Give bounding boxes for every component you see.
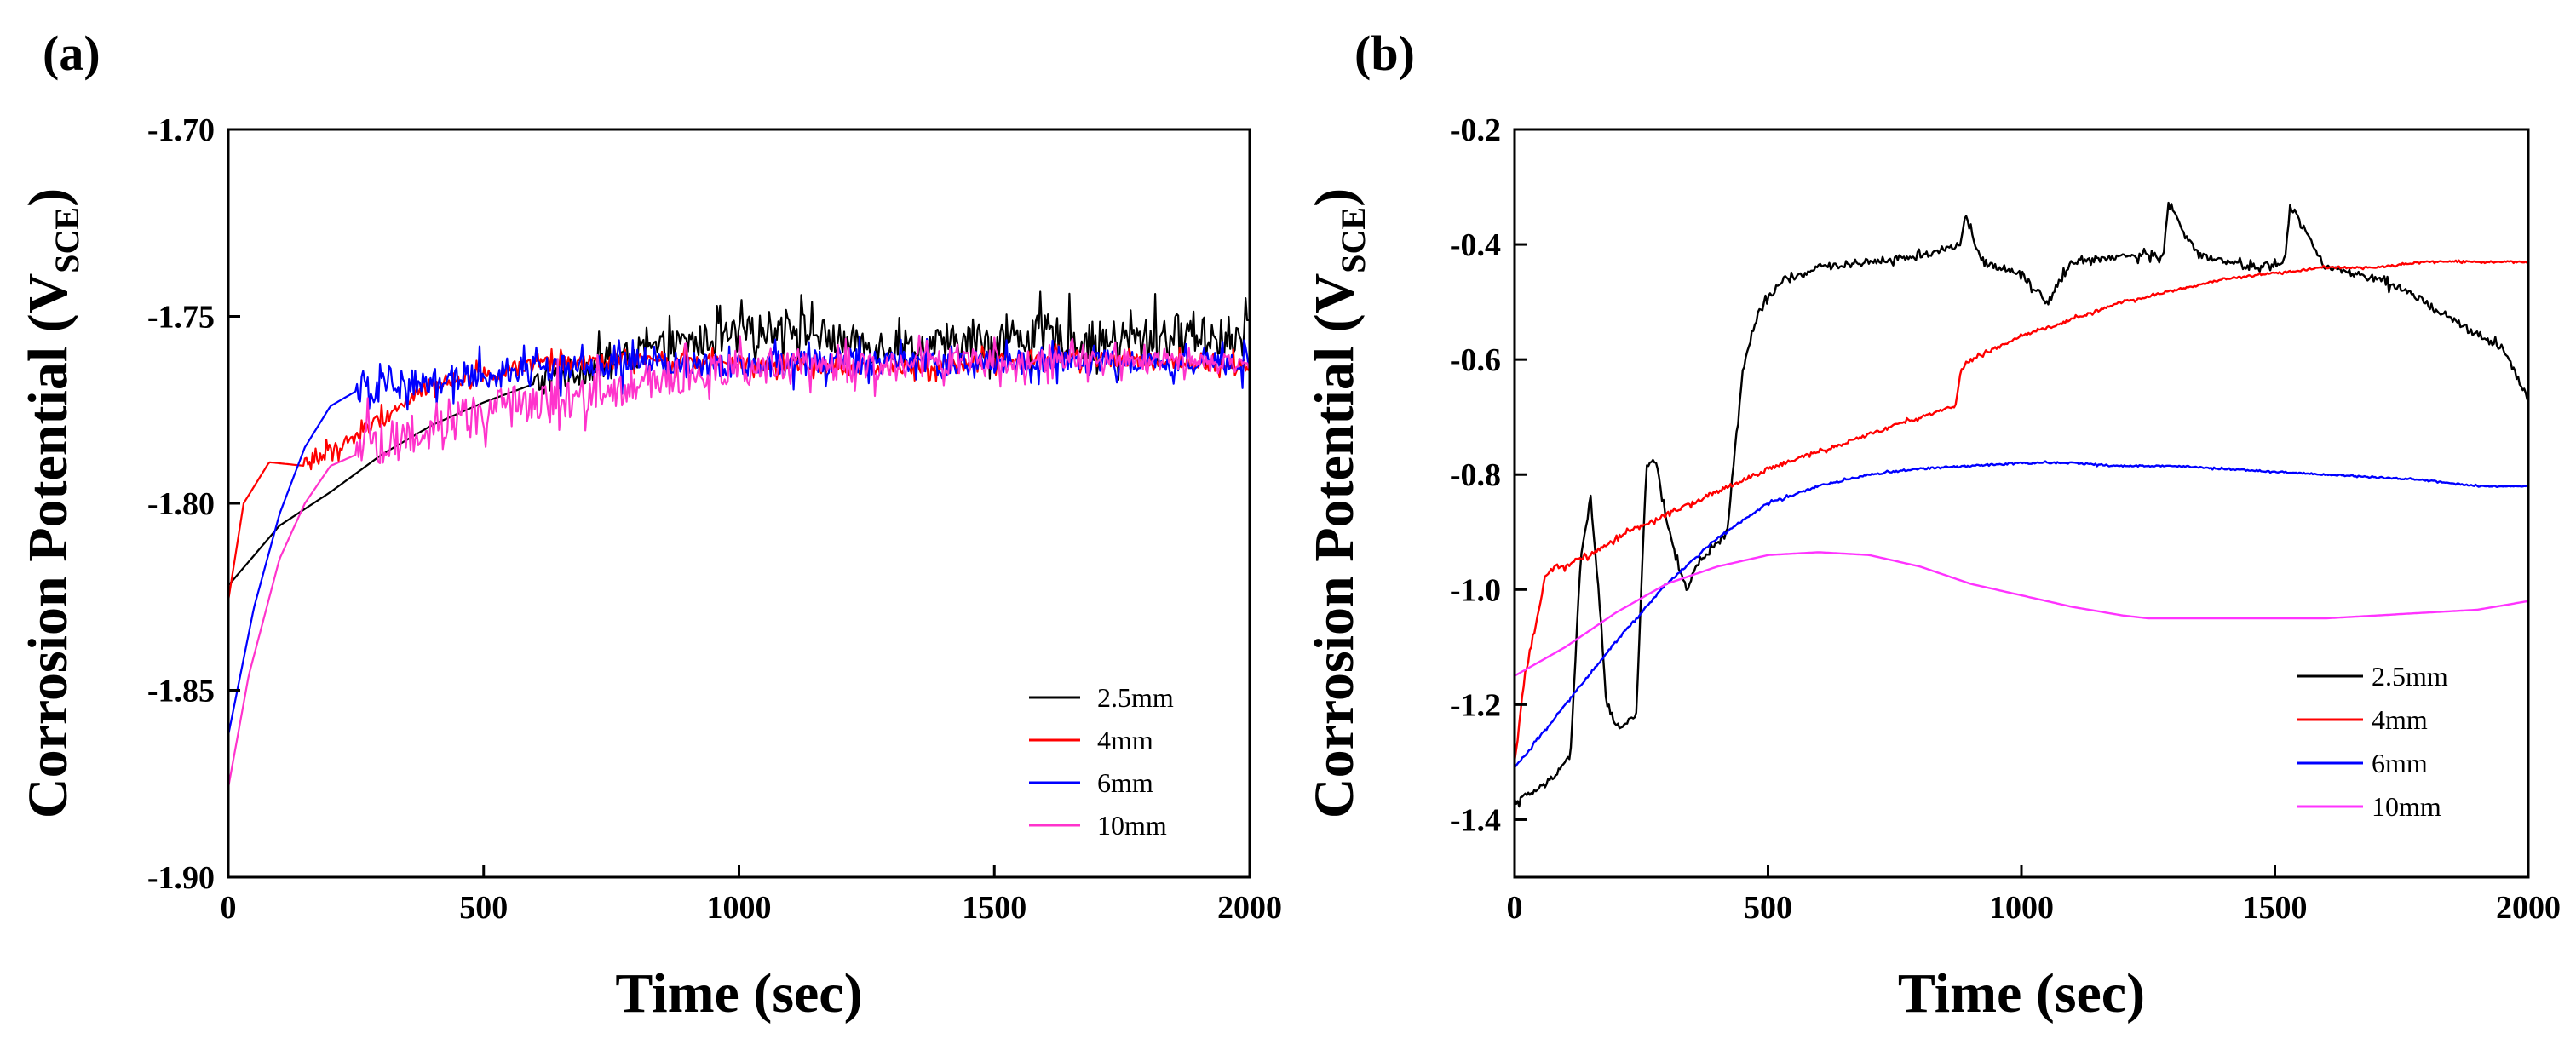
series-line-10mm (1515, 551, 2527, 677)
chart-panel-b: 0 500 1000 1500 2000 -0.2 -0.4 -0.6 -0.8 -1.0 -1.2… (1303, 26, 2561, 1025)
x-tick-label: 500 (459, 890, 508, 926)
panel-label: (a) (43, 26, 101, 81)
legend-label: 6mm (1097, 767, 1153, 798)
legend-label: 4mm (1097, 725, 1153, 755)
y-tick-label: -1.90 (147, 860, 215, 896)
panel-label: (b) (1354, 26, 1415, 81)
x-tick-label: 2000 (1217, 890, 1282, 926)
y-tick-label: -1.80 (147, 486, 215, 522)
x-tick-label: 1500 (962, 890, 1026, 926)
legend: 2.5mm 4mm 6mm 10mm (1029, 682, 1174, 841)
series-line-4mm (1515, 259, 2528, 761)
x-tick-label: 2000 (2496, 890, 2561, 926)
legend: 2.5mm 4mm 6mm 10mm (2297, 661, 2448, 822)
plot-area (228, 290, 1250, 788)
y-axis-title: Corrosion Potential (VSCE) (1303, 188, 1372, 818)
y-tick-label: -0.2 (1450, 112, 1501, 148)
legend-label: 2.5mm (2372, 661, 2448, 692)
chart-panel-a: 0 500 1000 1500 2000 -1.70 -1.75 -1.80 -1.85 -1.9… (17, 26, 1282, 1025)
y-axis-title: Corrosion Potential (VSCE) (17, 188, 86, 818)
legend-label: 10mm (1097, 810, 1167, 841)
x-tick-label: 1000 (707, 890, 772, 926)
y-tick-label: -1.2 (1450, 687, 1501, 723)
y-axis-title-subscript: SCE (48, 207, 86, 273)
legend-label: 10mm (2372, 791, 2441, 822)
x-tick-label: 0 (1507, 890, 1523, 926)
axes-frame (227, 128, 1251, 879)
x-tick-label: 0 (221, 890, 237, 926)
x-axis-title: Time (sec) (1898, 962, 2145, 1025)
plot-area (1515, 201, 2528, 808)
series-line-4mm (228, 343, 1250, 601)
y-tick-label: -0.6 (1450, 342, 1501, 378)
y-axis-title-main: Corrosion Potential (V (17, 273, 79, 818)
y-tick-label: -1.70 (147, 112, 215, 148)
x-tick-label: 1000 (1989, 890, 2054, 926)
legend-label: 2.5mm (1097, 682, 1174, 713)
series-line-10mm (228, 334, 1250, 788)
y-tick-label: -1.75 (147, 300, 215, 336)
y-tick-label: -1.4 (1450, 802, 1501, 838)
y-tick-label: -1.85 (147, 674, 215, 709)
x-tick-label: 1500 (2243, 890, 2308, 926)
y-tick-label: -0.8 (1450, 457, 1501, 493)
legend-label: 4mm (2372, 704, 2428, 735)
y-tick-label: -0.4 (1450, 227, 1501, 263)
series-line-6mm (228, 336, 1250, 736)
y-tick-label: -1.0 (1450, 572, 1501, 608)
y-axis-title-subscript: SCE (1334, 207, 1372, 273)
series-line-2.5mm (1515, 201, 2528, 808)
legend-label: 6mm (2372, 748, 2428, 778)
series-line-6mm (1515, 460, 2528, 768)
y-axis-title-close: ) (17, 188, 79, 207)
y-axis-title-main: Corrosion Potential (V (1303, 273, 1366, 818)
x-axis-title: Time (sec) (615, 962, 862, 1025)
y-axis-title-close: ) (1303, 188, 1366, 207)
x-tick-label: 500 (1744, 890, 1792, 926)
